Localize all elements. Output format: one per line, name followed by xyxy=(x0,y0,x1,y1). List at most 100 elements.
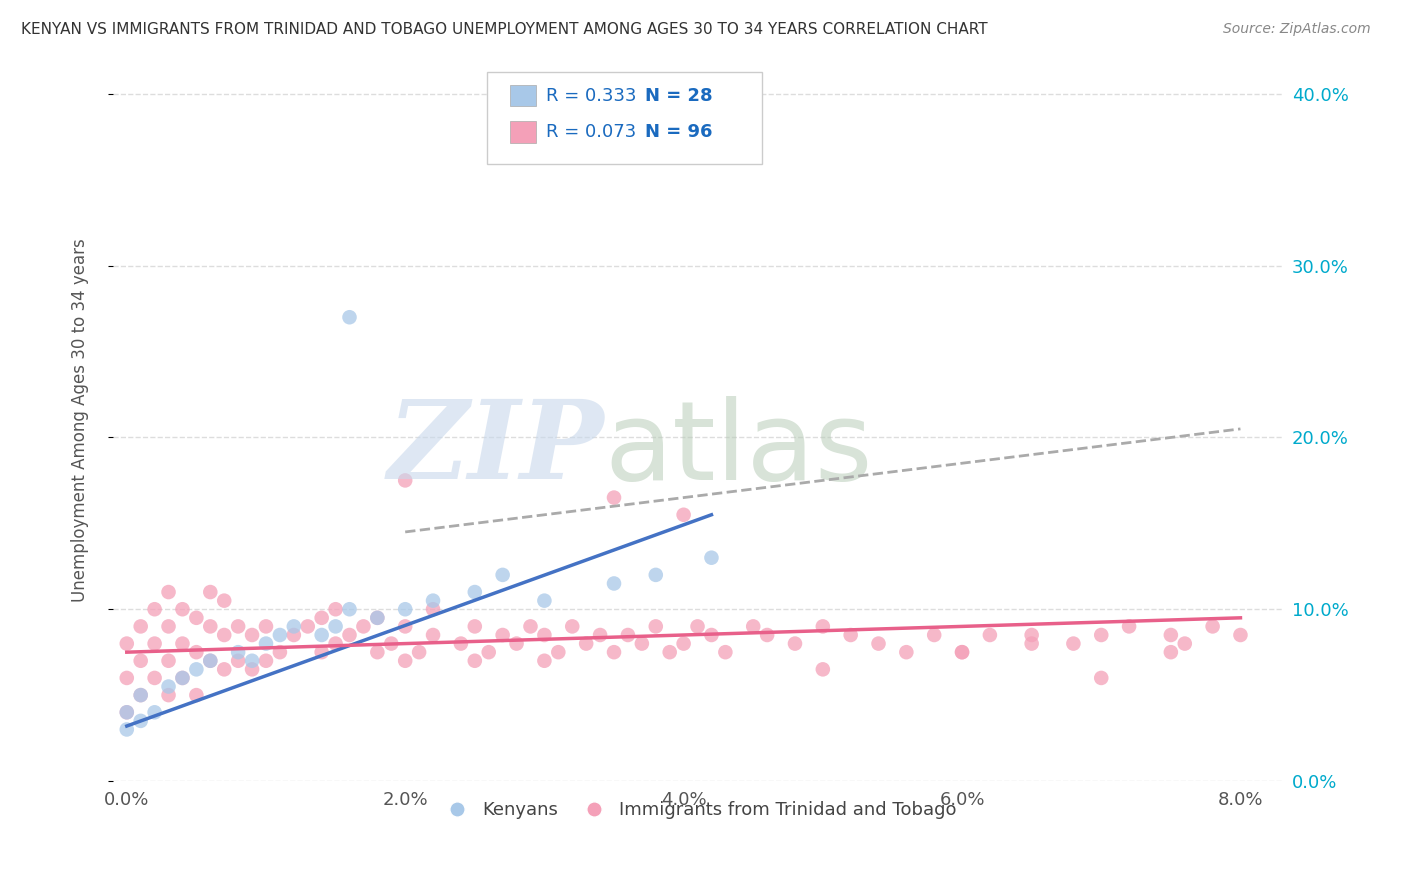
Point xyxy=(325,602,347,616)
Point xyxy=(422,602,444,616)
Point xyxy=(129,688,152,702)
Point xyxy=(617,628,640,642)
Point xyxy=(200,585,222,599)
Point xyxy=(1090,628,1112,642)
Point xyxy=(186,645,208,659)
Point xyxy=(269,645,291,659)
Point xyxy=(631,637,654,651)
Point xyxy=(464,654,486,668)
Point xyxy=(408,645,430,659)
Point xyxy=(1021,628,1043,642)
Point xyxy=(366,611,388,625)
Point xyxy=(200,619,222,633)
Point xyxy=(311,645,333,659)
Point xyxy=(339,628,361,642)
Point xyxy=(533,593,555,607)
Point xyxy=(186,611,208,625)
Point xyxy=(394,602,416,616)
Point xyxy=(186,662,208,676)
FancyBboxPatch shape xyxy=(486,72,762,164)
Point xyxy=(394,474,416,488)
Point xyxy=(783,637,806,651)
Point xyxy=(979,628,1001,642)
Point xyxy=(714,645,737,659)
Point xyxy=(172,602,194,616)
Point xyxy=(1062,637,1084,651)
Point xyxy=(1160,645,1182,659)
Point xyxy=(254,619,277,633)
Point xyxy=(491,628,513,642)
Point xyxy=(700,550,723,565)
Point xyxy=(561,619,583,633)
Point xyxy=(283,628,305,642)
Point xyxy=(464,585,486,599)
Point xyxy=(672,637,695,651)
Point xyxy=(756,628,779,642)
Point xyxy=(240,662,263,676)
Point xyxy=(422,593,444,607)
Point xyxy=(1201,619,1223,633)
Point xyxy=(366,645,388,659)
Point xyxy=(325,637,347,651)
Point xyxy=(311,611,333,625)
Point xyxy=(922,628,945,642)
Point xyxy=(283,619,305,633)
Point xyxy=(172,671,194,685)
Point xyxy=(644,619,666,633)
Point xyxy=(1229,628,1251,642)
Point xyxy=(129,654,152,668)
Point xyxy=(422,628,444,642)
Point xyxy=(115,723,138,737)
Point xyxy=(896,645,918,659)
Point xyxy=(200,654,222,668)
Point xyxy=(1118,619,1140,633)
Point xyxy=(143,602,166,616)
Point xyxy=(603,645,626,659)
Text: KENYAN VS IMMIGRANTS FROM TRINIDAD AND TOBAGO UNEMPLOYMENT AMONG AGES 30 TO 34 Y: KENYAN VS IMMIGRANTS FROM TRINIDAD AND T… xyxy=(21,22,987,37)
Text: N = 96: N = 96 xyxy=(645,123,713,141)
Point xyxy=(240,628,263,642)
Point xyxy=(533,628,555,642)
Point xyxy=(686,619,709,633)
Point xyxy=(352,619,374,633)
Point xyxy=(533,654,555,668)
Point xyxy=(172,637,194,651)
Point xyxy=(157,654,180,668)
Point xyxy=(505,637,527,651)
Text: ZIP: ZIP xyxy=(388,395,605,503)
Point xyxy=(491,567,513,582)
Point xyxy=(157,585,180,599)
Point xyxy=(157,619,180,633)
Point xyxy=(811,662,834,676)
Point xyxy=(950,645,973,659)
Point xyxy=(143,671,166,685)
Point xyxy=(742,619,765,633)
Point xyxy=(226,645,249,659)
Point xyxy=(212,662,235,676)
Point xyxy=(115,706,138,720)
Point xyxy=(143,637,166,651)
Point xyxy=(143,706,166,720)
Point xyxy=(380,637,402,651)
Text: atlas: atlas xyxy=(605,396,873,503)
Point xyxy=(603,491,626,505)
Point xyxy=(115,706,138,720)
Point xyxy=(589,628,612,642)
Point xyxy=(478,645,501,659)
Point xyxy=(950,645,973,659)
Point xyxy=(868,637,890,651)
Point xyxy=(394,654,416,668)
Point xyxy=(240,654,263,668)
Point xyxy=(115,637,138,651)
Point xyxy=(603,576,626,591)
Text: N = 28: N = 28 xyxy=(645,87,713,104)
Point xyxy=(672,508,695,522)
Point xyxy=(575,637,598,651)
Point xyxy=(254,654,277,668)
Point xyxy=(811,619,834,633)
Point xyxy=(200,654,222,668)
Point xyxy=(254,637,277,651)
Point xyxy=(700,628,723,642)
Legend: Kenyans, Immigrants from Trinidad and Tobago: Kenyans, Immigrants from Trinidad and To… xyxy=(432,794,963,826)
Point xyxy=(464,619,486,633)
